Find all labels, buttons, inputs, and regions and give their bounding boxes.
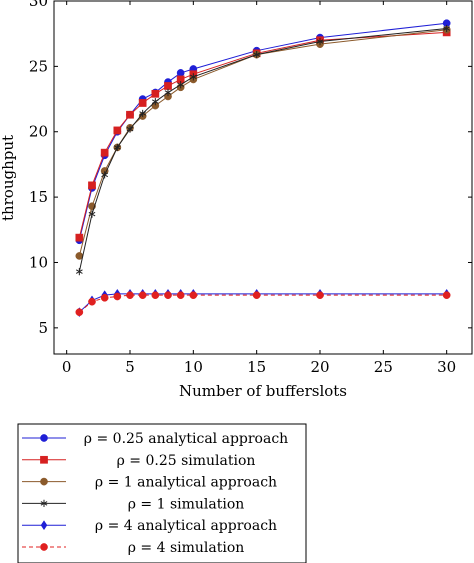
legend-item: ρ = 1 analytical approach xyxy=(22,475,277,491)
data-point xyxy=(164,82,172,90)
data-point xyxy=(101,171,109,179)
data-point xyxy=(442,291,451,300)
x-tick-label: 15 xyxy=(247,358,266,376)
legend-label: ρ = 4 simulation xyxy=(128,540,245,556)
data-point xyxy=(253,51,261,59)
data-point xyxy=(316,291,324,300)
data-point xyxy=(113,292,122,301)
y-tick-label: 10 xyxy=(29,253,48,271)
series-line xyxy=(78,29,447,257)
series-1 xyxy=(75,28,451,242)
y-tick-label: 15 xyxy=(29,188,48,206)
data-point xyxy=(164,291,172,300)
data-point xyxy=(151,89,160,98)
legend-label: ρ = 1 simulation xyxy=(128,496,245,512)
x-tick-label: 0 xyxy=(62,358,72,376)
data-point xyxy=(151,291,160,300)
y-axis-label: throughput xyxy=(0,135,17,221)
plot-frame xyxy=(53,0,473,355)
data-point xyxy=(139,109,147,118)
legend-item: ρ = 4 analytical approach xyxy=(22,518,277,534)
series-line xyxy=(78,31,447,238)
series-2 xyxy=(75,25,451,260)
x-tick-label: 30 xyxy=(437,358,456,376)
x-tick-label: 25 xyxy=(374,358,393,376)
data-point xyxy=(75,268,83,276)
legend-item: ρ = 0.25 simulation xyxy=(22,453,255,469)
data-point xyxy=(151,98,159,106)
legend-label: ρ = 1 analytical approach xyxy=(95,475,277,491)
data-point xyxy=(138,291,147,300)
data-point xyxy=(316,37,324,46)
data-point xyxy=(113,143,121,152)
data-point xyxy=(88,210,96,218)
legend-marker xyxy=(40,543,48,551)
data-point xyxy=(126,110,134,119)
data-point xyxy=(176,291,185,300)
legend-label: ρ = 4 analytical approach xyxy=(95,518,277,534)
data-point xyxy=(252,291,261,300)
data-point xyxy=(113,126,122,135)
x-tick-label: 10 xyxy=(184,358,203,376)
data-point xyxy=(189,291,198,300)
legend-item: ρ = 4 simulation xyxy=(22,540,244,556)
series-3 xyxy=(75,24,451,276)
series-line xyxy=(78,293,447,313)
legend-item: ρ = 1 simulation xyxy=(22,496,244,512)
x-axis-ticks: 0 5 10 15 20 25 30 xyxy=(62,1,456,376)
y-tick-label: 30 xyxy=(29,0,48,10)
x-tick-label: 5 xyxy=(125,358,135,376)
legend-marker xyxy=(40,499,48,507)
y-tick-label: 20 xyxy=(29,123,48,141)
series-line xyxy=(78,22,447,241)
y-tick-label: 25 xyxy=(29,57,48,75)
legend-marker xyxy=(40,455,48,464)
legend-marker xyxy=(40,434,48,442)
data-point xyxy=(126,125,134,133)
x-axis-label: Number of bufferslots xyxy=(179,382,347,400)
legend-label: ρ = 0.25 analytical approach xyxy=(84,431,288,447)
series-line xyxy=(78,27,447,272)
series-line xyxy=(79,294,447,313)
data-point xyxy=(100,293,109,302)
data-point xyxy=(443,24,451,33)
x-tick-label: 20 xyxy=(310,358,329,376)
data-point xyxy=(88,297,96,306)
data-point xyxy=(164,88,172,97)
data-point xyxy=(75,308,84,317)
series-5 xyxy=(75,291,451,317)
data-point xyxy=(176,69,185,77)
legend: ρ = 0.25 analytical approach ρ = 0.25 sim… xyxy=(22,431,288,556)
data-point xyxy=(126,291,134,300)
data-point xyxy=(177,81,185,89)
data-point xyxy=(100,148,109,157)
data-point xyxy=(88,181,96,190)
data-point xyxy=(75,233,84,242)
legend-marker xyxy=(40,477,48,486)
data-point xyxy=(138,99,147,107)
legend-marker xyxy=(40,520,48,531)
series-layer xyxy=(75,19,451,318)
y-axis-ticks: 5 10 15 20 25 30 xyxy=(29,0,472,337)
y-tick-label: 5 xyxy=(38,319,48,337)
data-point xyxy=(189,73,197,81)
legend-label: ρ = 0.25 simulation xyxy=(117,453,256,469)
legend-box xyxy=(17,423,307,563)
legend-item: ρ = 0.25 analytical approach xyxy=(22,431,288,447)
